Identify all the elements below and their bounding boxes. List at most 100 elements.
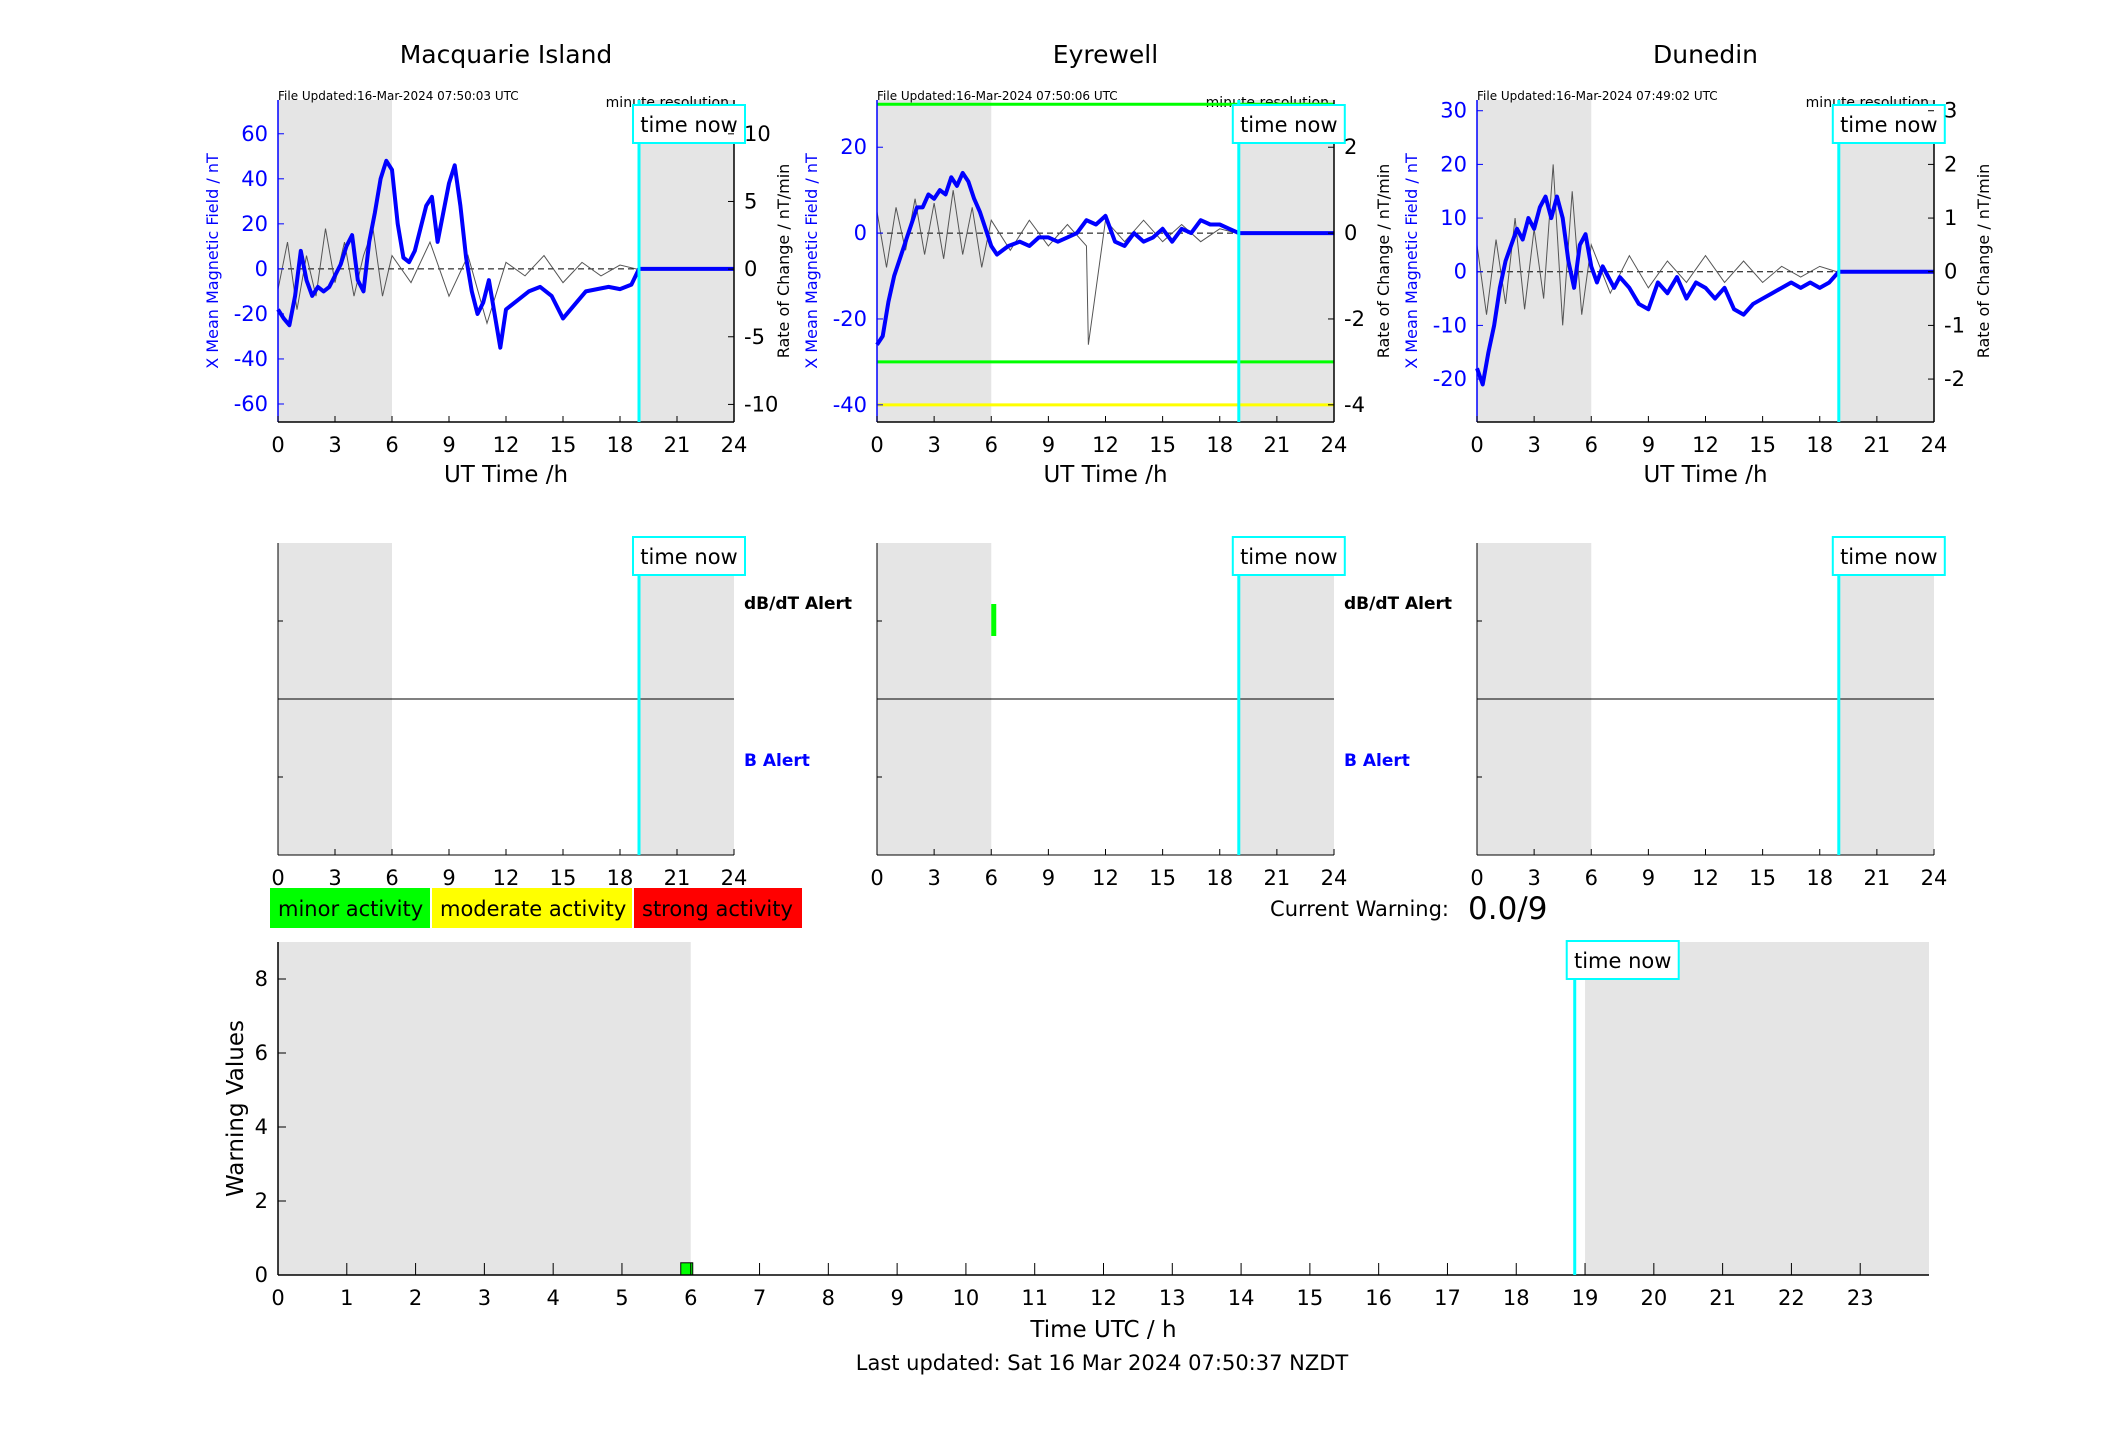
x-tick-label: 18: [1206, 866, 1233, 890]
y-tick-label-right: 10: [744, 122, 771, 146]
night-band: [877, 100, 992, 422]
x-tick-label: 18: [1206, 433, 1233, 457]
night-band: [1838, 100, 1934, 422]
x-tick-label: 8: [822, 1286, 835, 1310]
x-tick-label: 24: [1921, 433, 1948, 457]
x-tick-label: 12: [1090, 1286, 1117, 1310]
b-alert-label: B Alert: [744, 751, 810, 771]
station-title: Macquarie Island: [400, 40, 613, 69]
x-tick-label: 14: [1228, 1286, 1255, 1310]
y-axis-label-left: X Mean Magnetic Field / nT: [203, 153, 222, 369]
x-tick-label: 9: [1642, 433, 1655, 457]
station-panel-dunedin: Dunedin File Updated:16-Mar-2024 07:49:02…: [1402, 40, 1993, 890]
x-tick-label: 21: [1264, 866, 1291, 890]
x-tick-label: 0: [1470, 866, 1483, 890]
x-tick-label: 2: [409, 1286, 422, 1310]
x-tick-label: 3: [328, 866, 341, 890]
y-tick-label-right: 0: [1344, 221, 1357, 245]
x-tick-label: 3: [1527, 433, 1540, 457]
y-tick-label-left: 0: [1454, 260, 1467, 284]
x-tick-label: 21: [664, 866, 691, 890]
file-updated-text: File Updated:16-Mar-2024 07:50:06 UTC: [877, 89, 1118, 103]
file-updated-text: File Updated:16-Mar-2024 07:49:02 UTC: [1477, 89, 1718, 103]
y-tick-label-left: 20: [1440, 152, 1467, 176]
y-tick-label: 6: [255, 1041, 268, 1065]
x-tick-label: 15: [1149, 433, 1176, 457]
last-updated-text: Last updated: Sat 16 Mar 2024 07:50:37 N…: [856, 1351, 1349, 1375]
x-tick-label: 24: [721, 433, 748, 457]
station-title: Dunedin: [1653, 40, 1758, 69]
x-tick-label: 5: [615, 1286, 628, 1310]
x-tick-label: 6: [385, 433, 398, 457]
x-tick-label: 6: [385, 866, 398, 890]
night-band: [278, 100, 392, 422]
x-tick-label: 18: [607, 866, 634, 890]
time-now-label: time now: [640, 545, 737, 569]
night-band: [278, 942, 691, 1275]
x-tick-label: 3: [927, 433, 940, 457]
x-tick-label: 6: [1585, 866, 1598, 890]
x-tick-label: 0: [1470, 433, 1483, 457]
y-tick-label-left: -20: [833, 307, 867, 331]
x-tick-label: 9: [1042, 433, 1055, 457]
magnetic-field-series: [875, 170, 1334, 346]
y-tick-label-left: 0: [854, 221, 867, 245]
x-tick-label: 9: [1042, 866, 1055, 890]
x-tick-label: 0: [271, 866, 284, 890]
x-tick-label: 10: [953, 1286, 980, 1310]
legend-swatch-0: [270, 888, 430, 928]
x-tick-label: 21: [1709, 1286, 1736, 1310]
time-now-box: [1831, 104, 1946, 144]
time-now-box: [632, 104, 746, 144]
x-tick-label: 0: [271, 1286, 284, 1310]
x-tick-label: 13: [1159, 1286, 1186, 1310]
night-band: [1238, 100, 1334, 422]
y-tick-label-left: -40: [833, 393, 867, 417]
x-tick-label: 21: [1264, 433, 1291, 457]
legend-swatch-2: [634, 888, 802, 928]
x-tick-label: 12: [1692, 866, 1719, 890]
x-tick-label: 24: [1321, 866, 1348, 890]
x-tick-label: 3: [478, 1286, 491, 1310]
x-tick-label: 18: [1806, 866, 1833, 890]
time-now-label: time now: [1840, 113, 1937, 137]
y-axis-label: Warning Values: [223, 1020, 249, 1197]
y-tick-label-left: 20: [241, 212, 268, 236]
x-tick-label: 18: [1806, 433, 1833, 457]
y-tick-label-left: -20: [234, 302, 268, 326]
legend-label-1: moderate activity: [440, 897, 626, 921]
y-tick-label: 0: [255, 1263, 268, 1287]
x-tick-label: 12: [493, 433, 520, 457]
x-tick-label: 24: [1321, 433, 1348, 457]
time-now-label: time now: [1574, 949, 1671, 973]
x-tick-label: 6: [985, 433, 998, 457]
x-axis-label: UT Time /h: [1043, 462, 1167, 488]
x-tick-label: 3: [328, 433, 341, 457]
y-tick-label-right: -2: [1944, 367, 1965, 391]
x-tick-label: 9: [442, 433, 455, 457]
b-alert-label: B Alert: [1344, 751, 1410, 771]
time-now-box: [1231, 104, 1346, 144]
x-tick-label: 12: [1092, 866, 1119, 890]
x-tick-label: 15: [1749, 433, 1776, 457]
y-axis-label-left: X Mean Magnetic Field / nT: [1402, 153, 1421, 369]
y-tick-label-left: -20: [1433, 367, 1467, 391]
x-tick-label: 21: [1864, 433, 1891, 457]
y-tick-label-right: 2: [1944, 152, 1957, 176]
y-tick-label-right: -2: [1344, 307, 1365, 331]
station-panel-macquarie-island: Macquarie Island File Updated:16-Mar-2024…: [203, 40, 852, 890]
x-tick-label: 15: [1297, 1286, 1324, 1310]
x-tick-label: 15: [1749, 866, 1776, 890]
time-now-box: [1831, 536, 1946, 576]
x-tick-label: 0: [870, 866, 883, 890]
x-tick-label: 15: [550, 433, 577, 457]
x-tick-label: 18: [607, 433, 634, 457]
legend-label-0: minor activity: [278, 897, 423, 921]
x-tick-label: 9: [442, 866, 455, 890]
x-tick-label: 21: [664, 433, 691, 457]
x-tick-label: 12: [493, 866, 520, 890]
y-tick-label-right: 5: [744, 189, 757, 213]
dbdt-alert-label: dB/dT Alert: [1344, 594, 1452, 614]
y-axis-label-right: Rate of Change / nT/min: [1974, 164, 1993, 359]
